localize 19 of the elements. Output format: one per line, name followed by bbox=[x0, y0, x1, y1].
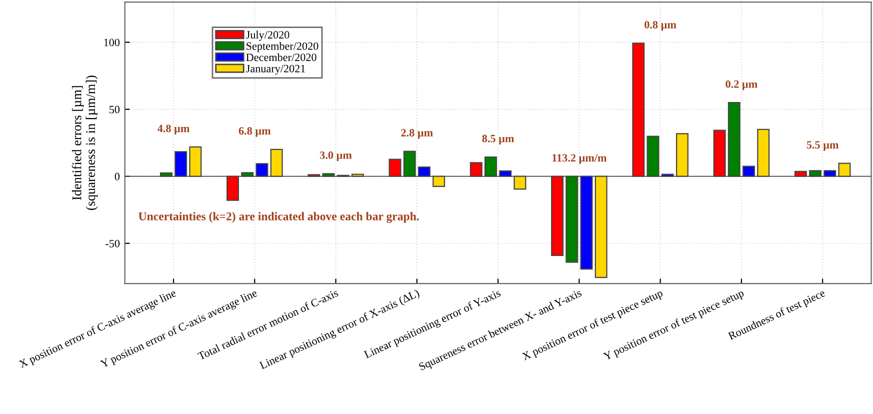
y-tick-label: 50 bbox=[110, 106, 120, 114]
annotation: 113.2 µm/m bbox=[552, 154, 607, 164]
annotation: 6.8 µm bbox=[238, 127, 271, 137]
y-tick-label: -50 bbox=[106, 240, 120, 248]
annotation: 0.8 µm bbox=[644, 20, 676, 31]
annotation: Uncertainties (k=2) are indicated above each bar graph. bbox=[138, 212, 419, 223]
annotation: 2.8 µm bbox=[401, 129, 433, 139]
annotation: 5.5 µm bbox=[806, 141, 839, 151]
y-axis-title: Identified errors [µm] (squareness is in [µm/m]) bbox=[72, 76, 98, 210]
y-tick-label: 100 bbox=[104, 38, 120, 46]
legend-label: January/2021 bbox=[246, 64, 306, 75]
legend-label: July/2020 bbox=[246, 30, 290, 41]
legend-label: September/2020 bbox=[246, 42, 318, 52]
annotation: 3.0 µm bbox=[320, 151, 352, 162]
annotation: 0.2 µm bbox=[726, 80, 758, 90]
y-tick-label: 0 bbox=[114, 172, 120, 180]
legend-label: December/2020 bbox=[246, 53, 316, 62]
annotation: 8.5 µm bbox=[482, 134, 514, 145]
annotation: 4.8 µm bbox=[158, 124, 190, 134]
